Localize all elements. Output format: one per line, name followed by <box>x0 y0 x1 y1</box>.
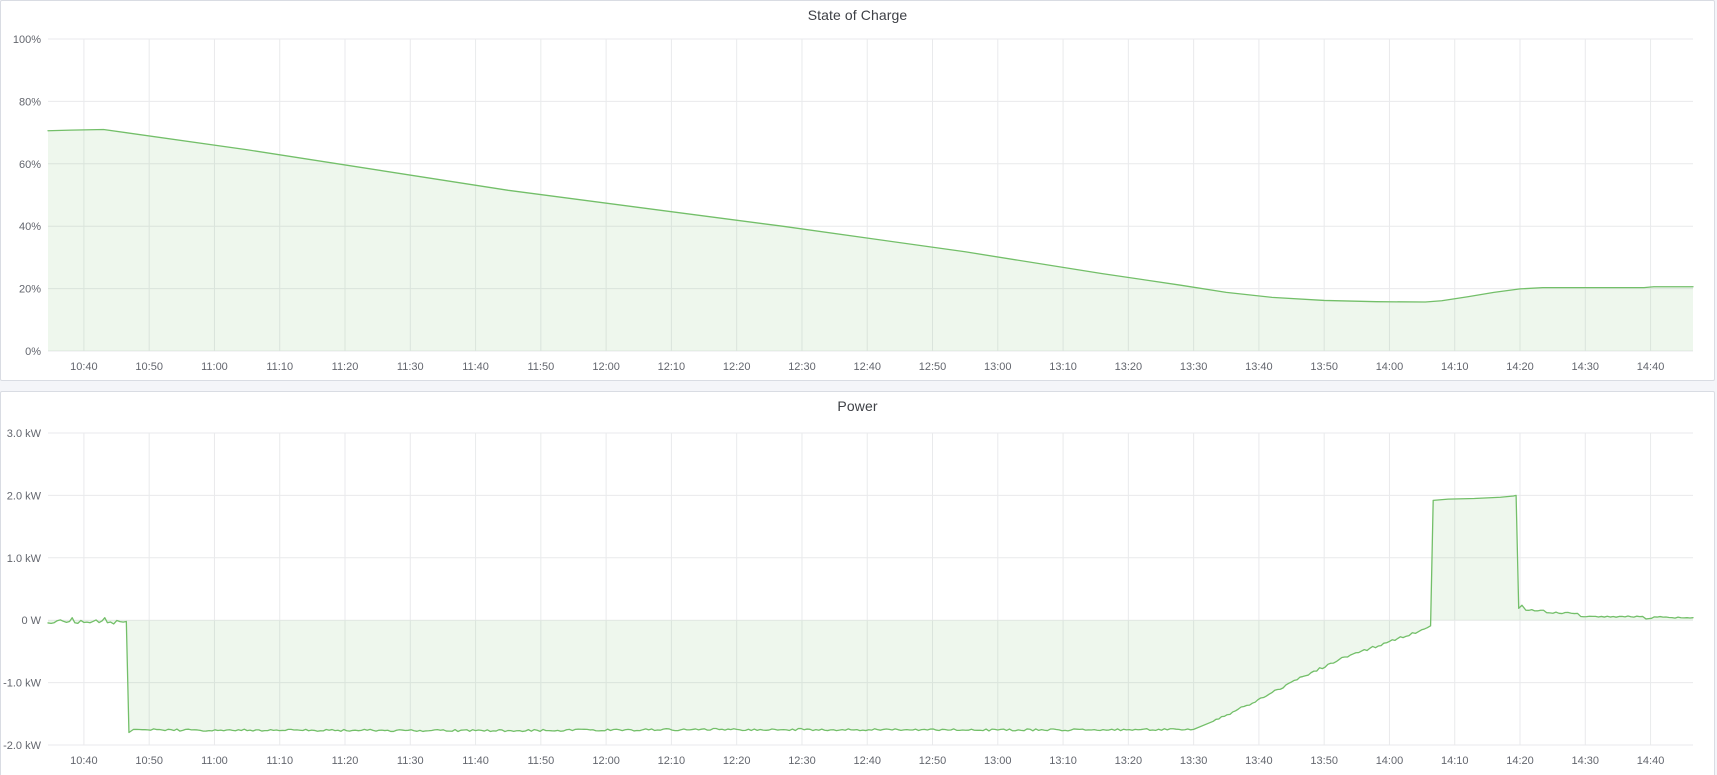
x-tick-label: 11:00 <box>201 361 228 373</box>
x-tick-label: 12:40 <box>853 361 881 373</box>
y-tick-label: 40% <box>19 221 41 233</box>
y-tick-label: 0% <box>25 346 41 358</box>
x-tick-label: 13:30 <box>1180 361 1208 373</box>
series-line <box>47 494 1694 734</box>
x-tick-label: 13:50 <box>1310 361 1338 373</box>
panel-title-power: Power <box>837 398 878 414</box>
x-tick-label: 11:20 <box>332 361 359 373</box>
x-tick-label: 11:10 <box>266 361 293 373</box>
panel-power[interactable]: Power -2.0 kW -1.0 kW 0 W 1.0 kW 2.0 kW 3.0 k… <box>0 391 1715 775</box>
y-tick-label: 60% <box>19 159 41 171</box>
x-tick-label: 14:10 <box>1441 361 1469 373</box>
y-tick-label: 3.0 kW <box>7 428 42 440</box>
x-tick-label: 13:40 <box>1245 361 1273 373</box>
x-tick-label: 13:10 <box>1049 361 1077 373</box>
y-tick-label: 2.0 kW <box>7 490 42 502</box>
x-tick-label: 14:20 <box>1506 755 1534 767</box>
x-tick-label: 11:40 <box>462 361 489 373</box>
x-tick-label: 12:20 <box>723 361 751 373</box>
y-tick-label: 0 W <box>21 615 41 627</box>
x-tick-label: 12:00 <box>592 361 620 373</box>
series-line <box>47 128 1694 303</box>
x-tick-label: 14:00 <box>1376 361 1404 373</box>
x-tick-label: 13:40 <box>1245 755 1273 767</box>
y-tick-label: 100% <box>13 34 41 46</box>
x-tick-label: 12:30 <box>788 361 816 373</box>
x-tick-label: 12:20 <box>723 755 751 767</box>
state-of-charge-chart[interactable]: 0% 20% 40% 60% 80% 100% 10:40 10:50 11:00 11:10 11… <box>1 1 1716 380</box>
x-tick-label: 10:40 <box>70 361 98 373</box>
x-tick-label: 11:10 <box>266 755 293 767</box>
x-tick-label: 12:10 <box>658 755 686 767</box>
x-tick-label: 13:20 <box>1115 755 1143 767</box>
x-tick-label: 14:10 <box>1441 755 1469 767</box>
x-tick-label: 12:40 <box>853 755 881 767</box>
x-tick-label: 10:50 <box>135 361 163 373</box>
series-fill <box>48 495 1693 733</box>
x-tick-label: 13:50 <box>1310 755 1338 767</box>
panel-state-of-charge[interactable]: State of Charge 0% 20% 40% 60% 80% 100% 10:40 1… <box>0 0 1715 381</box>
x-tick-label: 12:50 <box>919 361 947 373</box>
x-tick-label: 13:00 <box>984 361 1012 373</box>
x-tick-label: 12:00 <box>592 755 620 767</box>
x-tick-label: 14:20 <box>1506 361 1534 373</box>
x-tick-label: 12:50 <box>919 755 947 767</box>
x-tick-label: 11:50 <box>527 755 554 767</box>
y-tick-label: 80% <box>19 96 41 108</box>
y-tick-label: -1.0 kW <box>3 678 42 690</box>
x-tick-label: 14:30 <box>1572 361 1600 373</box>
x-tick-label: 13:30 <box>1180 755 1208 767</box>
y-tick-label: 20% <box>19 284 41 296</box>
x-tick-label: 13:10 <box>1049 755 1077 767</box>
x-tick-label: 10:50 <box>135 755 163 767</box>
x-tick-label: 11:40 <box>462 755 489 767</box>
x-tick-label: 11:50 <box>527 361 554 373</box>
x-tick-label: 14:40 <box>1637 755 1665 767</box>
x-tick-label: 14:40 <box>1637 361 1665 373</box>
x-tick-label: 12:10 <box>658 361 686 373</box>
x-tick-label: 10:40 <box>70 755 98 767</box>
x-tick-label: 11:00 <box>201 755 228 767</box>
y-tick-label: 1.0 kW <box>7 553 42 565</box>
x-tick-label: 13:20 <box>1115 361 1143 373</box>
x-tick-label: 14:00 <box>1376 755 1404 767</box>
x-tick-label: 11:20 <box>332 755 359 767</box>
x-tick-label: 11:30 <box>397 755 424 767</box>
x-tick-label: 11:30 <box>397 361 424 373</box>
x-tick-label: 12:30 <box>788 755 816 767</box>
power-chart[interactable]: -2.0 kW -1.0 kW 0 W 1.0 kW 2.0 kW 3.0 kW 10:40… <box>1 392 1716 775</box>
panel-title-state-of-charge: State of Charge <box>807 7 908 23</box>
x-tick-label: 14:30 <box>1572 755 1600 767</box>
x-tick-label: 13:00 <box>984 755 1012 767</box>
series-fill <box>48 129 1693 351</box>
y-tick-label: -2.0 kW <box>3 740 42 752</box>
